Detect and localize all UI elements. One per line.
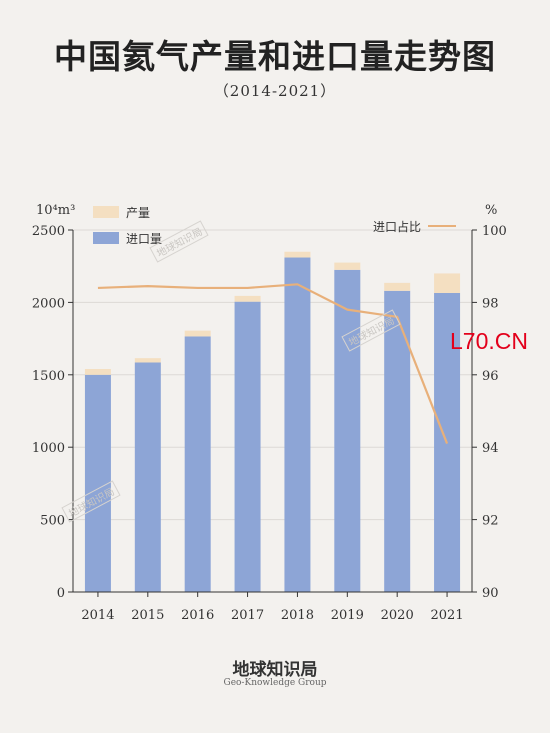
right-tick-label: 96 [482, 369, 499, 384]
legend-label-production: 产量 [126, 206, 150, 220]
footer-brand-en: Geo-Knowledge Group [223, 678, 327, 688]
right-tick-label: 94 [482, 441, 499, 456]
bar-import [234, 301, 261, 592]
left-tick-label: 0 [57, 586, 65, 601]
legend-label-ratio: 进口占比 [373, 219, 421, 234]
bar-import [284, 257, 311, 592]
left-tick-label: 500 [40, 514, 65, 529]
bar-import [134, 362, 161, 592]
left-tick-label: 2500 [32, 224, 65, 239]
bar-production [434, 273, 461, 293]
bar-production [184, 330, 211, 337]
bars [84, 251, 461, 592]
left-tick-label: 1500 [32, 369, 65, 384]
ratio-line [97, 283, 449, 444]
right-tick-label: 92 [482, 514, 499, 529]
left-axis-unit: 10⁴m³ [36, 203, 75, 218]
legend-swatch-import [93, 232, 119, 244]
x-tick-label: 2020 [381, 608, 414, 623]
brand-watermark: L70.CN [450, 328, 528, 354]
x-tick-label: 2021 [431, 608, 464, 623]
footer-brand: 地球知识局 [232, 660, 318, 680]
right-tick-label: 100 [482, 224, 507, 239]
legend-label-import: 进口量 [126, 232, 162, 246]
bar-production [134, 358, 161, 363]
left-tick-label: 2000 [32, 296, 65, 311]
right-tick-label: 90 [482, 586, 499, 601]
x-tick-label: 2016 [181, 608, 214, 623]
x-tick-label: 2018 [281, 608, 314, 623]
bar-production [384, 282, 411, 291]
left-tick-label: 1000 [32, 441, 65, 456]
x-tick-label: 2019 [331, 608, 364, 623]
bar-import [84, 374, 111, 592]
chart-title: 中国氦气产量和进口量走势图 [54, 37, 496, 76]
right-tick-label: 98 [482, 296, 499, 311]
bar-production [234, 295, 261, 302]
right-axis-unit: % [485, 203, 497, 218]
bar-production [284, 251, 311, 258]
bar-production [334, 262, 361, 270]
x-tick-label: 2017 [231, 608, 264, 623]
bar-import [384, 290, 411, 592]
ratio-line-path [97, 283, 449, 444]
gridlines [73, 229, 472, 593]
bar-production [84, 369, 111, 375]
bar-import [334, 269, 361, 592]
bar-import [184, 336, 211, 592]
x-tick-label: 2015 [131, 608, 164, 623]
chart-subtitle: （2014-2021） [213, 82, 337, 100]
x-tick-label: 2014 [81, 608, 114, 623]
legend-swatch-production [93, 206, 119, 218]
axes: 2500 2000 1500 1000 500 0 100 98 96 94 92 90 2014 201… [32, 224, 507, 623]
